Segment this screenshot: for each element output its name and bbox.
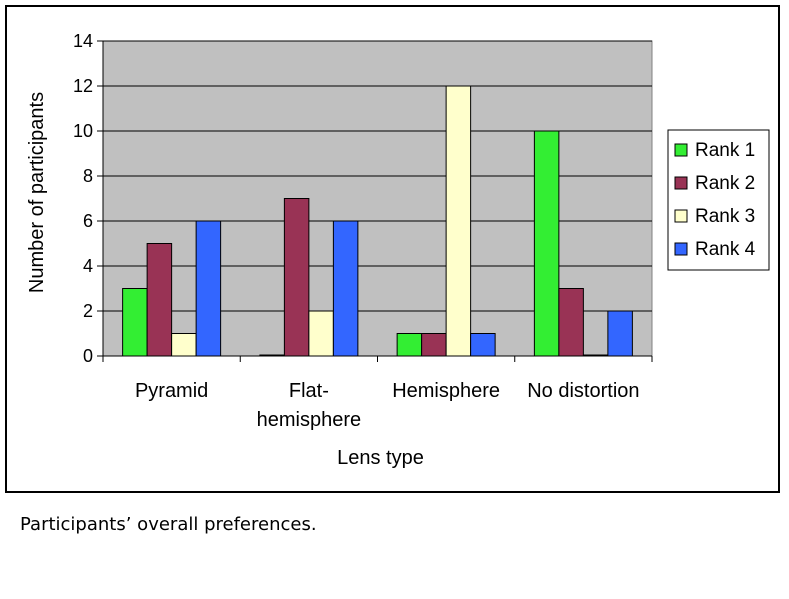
x-axis-title: Lens type [337,447,424,469]
legend-label: Rank 3 [695,206,755,227]
y-tick-label: 2 [83,301,93,321]
bar [533,130,560,357]
bar [582,354,609,357]
category-label: Flat- [289,380,329,402]
figure-caption: Participants’ overall preferences. [20,514,317,535]
y-tick-label: 4 [83,256,93,276]
y-tick-label: 8 [83,166,93,186]
bar [259,354,285,357]
legend-swatch [674,209,688,223]
y-tick-label: 12 [73,76,93,96]
legend-swatch [674,176,688,190]
bar [283,198,310,357]
legend-swatch [674,143,688,157]
category-label: Hemisphere [392,380,500,402]
y-tick-label: 14 [73,31,93,51]
category-label: Pyramid [135,380,208,402]
bar [470,333,496,357]
bar [146,243,173,357]
y-tick-label: 10 [73,121,93,141]
category-label: No distortion [527,380,639,402]
category-label: hemisphere [257,409,362,431]
bar [195,220,222,357]
bar [308,310,334,357]
bar [122,288,148,357]
y-tick-label: 6 [83,211,93,231]
legend-label: Rank 2 [695,173,755,194]
bar [171,333,197,357]
legend-label: Rank 1 [695,140,755,161]
bar [421,333,447,357]
legend-label: Rank 4 [695,239,756,260]
bar [332,220,359,357]
bar [558,288,584,357]
bar-chart: 0 2 4 6 8 10 12 14 Pyramid Flat-hemisphere Hemisph… [26,31,770,469]
y-tick-label: 0 [83,346,93,366]
chart-frame: 0 2 4 6 8 10 12 14 Pyramid Flat-hemisphere Hemisph… [5,5,780,493]
bar [396,333,423,357]
bar [445,85,472,357]
y-axis-title: Number of participants [26,92,48,293]
legend-swatch [674,242,688,256]
bar [607,310,633,357]
